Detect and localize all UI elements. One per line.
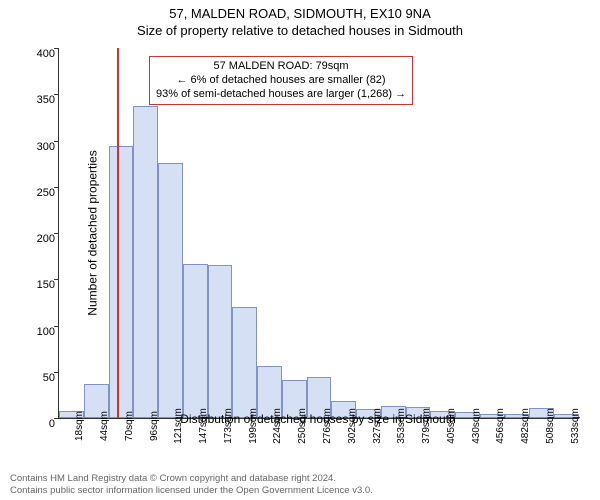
property-marker-line <box>117 48 119 418</box>
annotation-line: 93% of semi-detached houses are larger (… <box>156 88 406 102</box>
y-tick-label: 100 <box>27 326 55 338</box>
chart-container: Number of detached properties 0501001502… <box>58 48 578 418</box>
plot-area: 05010015020025030035040018sqm44sqm70sqm9… <box>58 48 579 419</box>
histogram-bar <box>109 146 134 418</box>
y-tick-label: 50 <box>27 372 55 384</box>
annotation-line: 57 MALDEN ROAD: 79sqm <box>156 60 406 74</box>
y-tick-label: 200 <box>27 233 55 245</box>
y-tick-label: 350 <box>27 94 55 106</box>
histogram-bar <box>183 264 208 418</box>
histogram-bar <box>232 307 257 418</box>
y-tick-label: 250 <box>27 187 55 199</box>
x-axis-label: Distribution of detached houses by size … <box>58 412 578 426</box>
histogram-bar <box>158 163 183 418</box>
attribution-footer: Contains HM Land Registry data © Crown c… <box>10 473 373 496</box>
footer-line-2: Contains public sector information licen… <box>10 485 373 496</box>
annotation-box: 57 MALDEN ROAD: 79sqm← 6% of detached ho… <box>149 56 413 105</box>
histogram-bar <box>133 106 158 418</box>
page-title-address: 57, MALDEN ROAD, SIDMOUTH, EX10 9NA <box>0 0 600 21</box>
y-tick-label: 0 <box>27 418 55 430</box>
histogram-bar <box>208 265 233 418</box>
y-tick-label: 300 <box>27 141 55 153</box>
annotation-line: ← 6% of detached houses are smaller (82) <box>156 74 406 88</box>
y-tick-label: 150 <box>27 279 55 291</box>
footer-line-1: Contains HM Land Registry data © Crown c… <box>10 473 373 484</box>
page-title-sub: Size of property relative to detached ho… <box>0 21 600 38</box>
y-tick-label: 400 <box>27 48 55 60</box>
